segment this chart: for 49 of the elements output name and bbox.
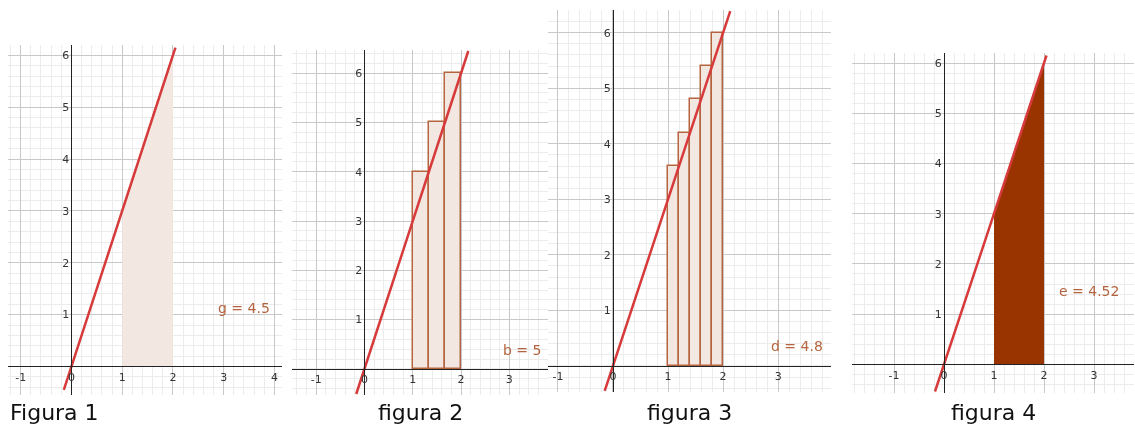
y-tick-label: 6 [934,56,942,70]
y-tick-label: 5 [603,82,611,96]
y-tick-label: 5 [62,101,70,115]
x-tick-label: 2 [169,370,177,384]
x-tick-label: 1 [990,368,998,382]
annotation: e = 4.52 [1059,283,1120,299]
x-tick-label: 3 [774,370,782,384]
text: figura 2 [378,400,464,425]
annotation: g = 4.5 [218,300,270,316]
x-tick-label: 3 [1090,368,1098,382]
y-tick-label: 3 [603,193,611,207]
x-tick-label: 4 [270,370,278,384]
x-tick-label: -1 [888,368,900,382]
annotation: b = 5 [503,342,542,358]
y-tick-label: 2 [934,257,942,271]
x-tick-label: 2 [719,370,727,384]
x-tick-label: 1 [118,370,126,384]
annotation: d = 4.8 [771,338,823,354]
y-tick-label: 4 [603,137,611,151]
y-tick-label: 4 [62,152,70,166]
y-tick-label: 6 [603,26,611,40]
x-tick-label: -1 [552,370,564,384]
y-tick-label: 1 [355,313,363,327]
y-tick-label: 5 [355,116,363,130]
x-tick-label: 1 [664,370,672,384]
text: figura 4 [951,400,1037,425]
y-tick-label: 2 [62,256,70,270]
y-tick-label: 5 [934,107,942,121]
y-tick-label: 3 [355,214,363,228]
x-tick-label: 2 [457,373,465,387]
y-tick-label: 4 [355,165,363,179]
text: Figura 1 [10,400,99,425]
x-tick-label: 1 [409,373,417,387]
x-tick-label: -1 [15,370,27,384]
x-tick-label: 3 [505,373,513,387]
y-tick-label: 2 [355,264,363,278]
text: figura 3 [647,400,733,425]
x-tick-label: 3 [220,370,228,384]
y-tick-label: 6 [62,49,70,63]
y-tick-label: 3 [934,207,942,221]
x-tick-label: -1 [310,373,322,387]
y-tick-label: 1 [934,308,942,321]
y-tick-label: 4 [934,157,942,171]
y-tick-label: 2 [603,248,611,262]
y-tick-label: 1 [603,304,611,318]
x-tick-label: 2 [1040,368,1048,382]
y-tick-label: 3 [62,204,70,218]
y-tick-label: 6 [355,67,363,81]
y-tick-label: 1 [62,308,70,322]
